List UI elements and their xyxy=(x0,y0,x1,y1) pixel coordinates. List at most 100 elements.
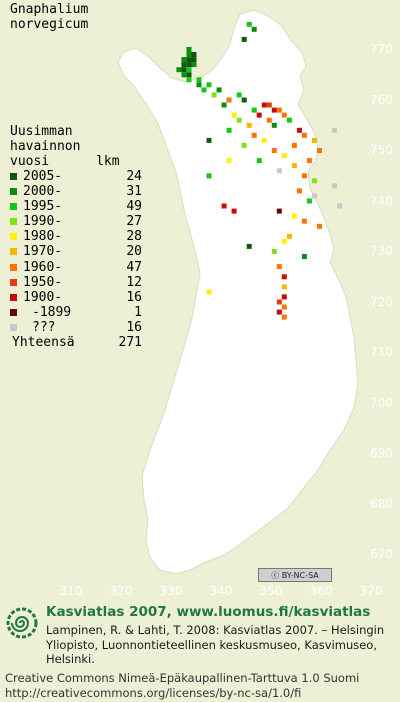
observation-square xyxy=(246,122,252,128)
legend-label: -1899 xyxy=(32,304,72,320)
kasviatlas-logo-icon xyxy=(6,607,38,639)
citation: Lampinen, R. & Lahti, T. 2008: Kasviatla… xyxy=(46,623,385,666)
observation-square xyxy=(281,153,287,159)
observation-square xyxy=(261,137,267,143)
species-title: Gnaphalium norvegicum xyxy=(10,2,89,32)
observation-square xyxy=(312,193,317,199)
observation-square xyxy=(206,173,212,179)
observation-square xyxy=(306,158,312,164)
observation-square xyxy=(231,112,237,118)
observation-square xyxy=(317,223,322,229)
legend-rows: 2005- 24 2000- 31 1995- 49 1990- 27 1980- 28 1970-… xyxy=(10,169,142,335)
legend-swatch xyxy=(10,173,17,180)
legend-row: 1960- 47 xyxy=(10,259,142,275)
observation-square xyxy=(281,238,287,244)
legend-total-count: 271 xyxy=(118,335,142,351)
legend-row: ??? 16 xyxy=(10,320,142,335)
legend-count: 12 xyxy=(126,274,142,290)
legend-row: 1995- 49 xyxy=(10,199,142,215)
legend-count: 28 xyxy=(126,229,142,245)
legend-row: 1900- 16 xyxy=(10,290,142,305)
legend-label: 1980- xyxy=(23,229,63,245)
y-tick-label: 730 xyxy=(370,244,393,258)
legend-total-row: Yhteensä 271 xyxy=(10,335,142,351)
cc-license-badge[interactable]: ⓒ BY-NC-SA xyxy=(258,568,332,582)
legend-label: 1950- xyxy=(23,274,63,290)
legend-swatch xyxy=(10,323,17,331)
y-tick-label: 720 xyxy=(370,294,393,309)
observation-square xyxy=(206,289,212,295)
legend-swatch xyxy=(10,308,17,316)
legend-heading: Uusimman havainnon vuosi lkm xyxy=(10,124,120,169)
x-tick-label: 330 xyxy=(159,584,183,598)
observation-square xyxy=(296,127,302,133)
observation-square xyxy=(236,117,242,123)
observation-square xyxy=(256,158,262,164)
observation-square xyxy=(221,203,227,209)
cc-badge-text: BY-NC-SA xyxy=(281,571,319,580)
observation-square xyxy=(251,107,257,113)
x-tick-label: 340 xyxy=(209,584,233,598)
site-link[interactable]: Kasviatlas 2007, www.luomus.fi/kasviatla… xyxy=(46,604,371,620)
observation-square xyxy=(251,26,257,32)
observation-square xyxy=(241,97,247,103)
cc-icon: ⓒ xyxy=(271,571,282,580)
observation-square xyxy=(276,264,282,270)
observation-layer xyxy=(176,21,343,320)
observation-square xyxy=(191,52,197,57)
license-line-1: Creative Commons Nimeä-Epäkaupallinen-Ta… xyxy=(5,671,360,685)
legend-swatch xyxy=(10,188,17,196)
observation-square xyxy=(281,304,287,310)
legend-count: 49 xyxy=(126,199,142,215)
observation-square xyxy=(271,249,277,254)
observation-square xyxy=(186,77,192,83)
y-tick-label: 680 xyxy=(370,496,393,511)
observation-square xyxy=(176,67,182,73)
observation-square xyxy=(276,168,282,174)
observation-square xyxy=(246,243,252,249)
observation-square xyxy=(296,188,302,194)
observation-square xyxy=(276,107,282,113)
observation-square xyxy=(271,107,277,113)
observation-square xyxy=(241,36,247,42)
observation-square xyxy=(206,82,212,88)
observation-square xyxy=(241,142,247,148)
license-url[interactable]: http://creativecommons.org/licenses/by-n… xyxy=(5,686,302,700)
observation-square xyxy=(306,198,312,204)
observation-square xyxy=(271,122,277,128)
observation-square xyxy=(276,309,282,315)
observation-square xyxy=(266,117,272,123)
observation-square xyxy=(266,102,272,108)
x-tick-label: 310 xyxy=(59,584,83,598)
observation-square xyxy=(281,274,287,280)
observation-square xyxy=(236,92,242,98)
legend-swatch xyxy=(10,293,17,301)
legend: Uusimman havainnon vuosi lkm 2005- 24 2000… xyxy=(10,124,142,351)
observation-square xyxy=(332,127,337,133)
legend-count: 31 xyxy=(126,184,142,200)
observation-square xyxy=(226,127,232,133)
distribution-map xyxy=(117,9,359,575)
legend-label: 2005- xyxy=(23,169,63,184)
observation-square xyxy=(186,62,192,68)
legend-label: 2000- xyxy=(23,184,63,200)
observation-square xyxy=(226,158,232,164)
legend-label: 1960- xyxy=(23,259,63,275)
observation-square xyxy=(191,62,197,68)
observation-square xyxy=(226,97,232,103)
finland-outline xyxy=(117,9,359,575)
legend-label: 1995- xyxy=(23,199,63,215)
observation-square xyxy=(231,208,237,214)
legend-swatch xyxy=(10,218,17,226)
observation-square xyxy=(186,47,192,52)
y-tick-label: 760 xyxy=(370,92,393,107)
legend-count: 27 xyxy=(126,214,142,230)
legend-row: 1990- 27 xyxy=(10,214,142,229)
observation-square xyxy=(221,102,227,108)
observation-square xyxy=(281,314,287,320)
observation-square xyxy=(196,77,202,83)
observation-square xyxy=(317,148,322,153)
legend-row: 2000- 31 xyxy=(10,184,142,200)
legend-swatch xyxy=(10,278,17,286)
observation-square xyxy=(186,52,192,57)
